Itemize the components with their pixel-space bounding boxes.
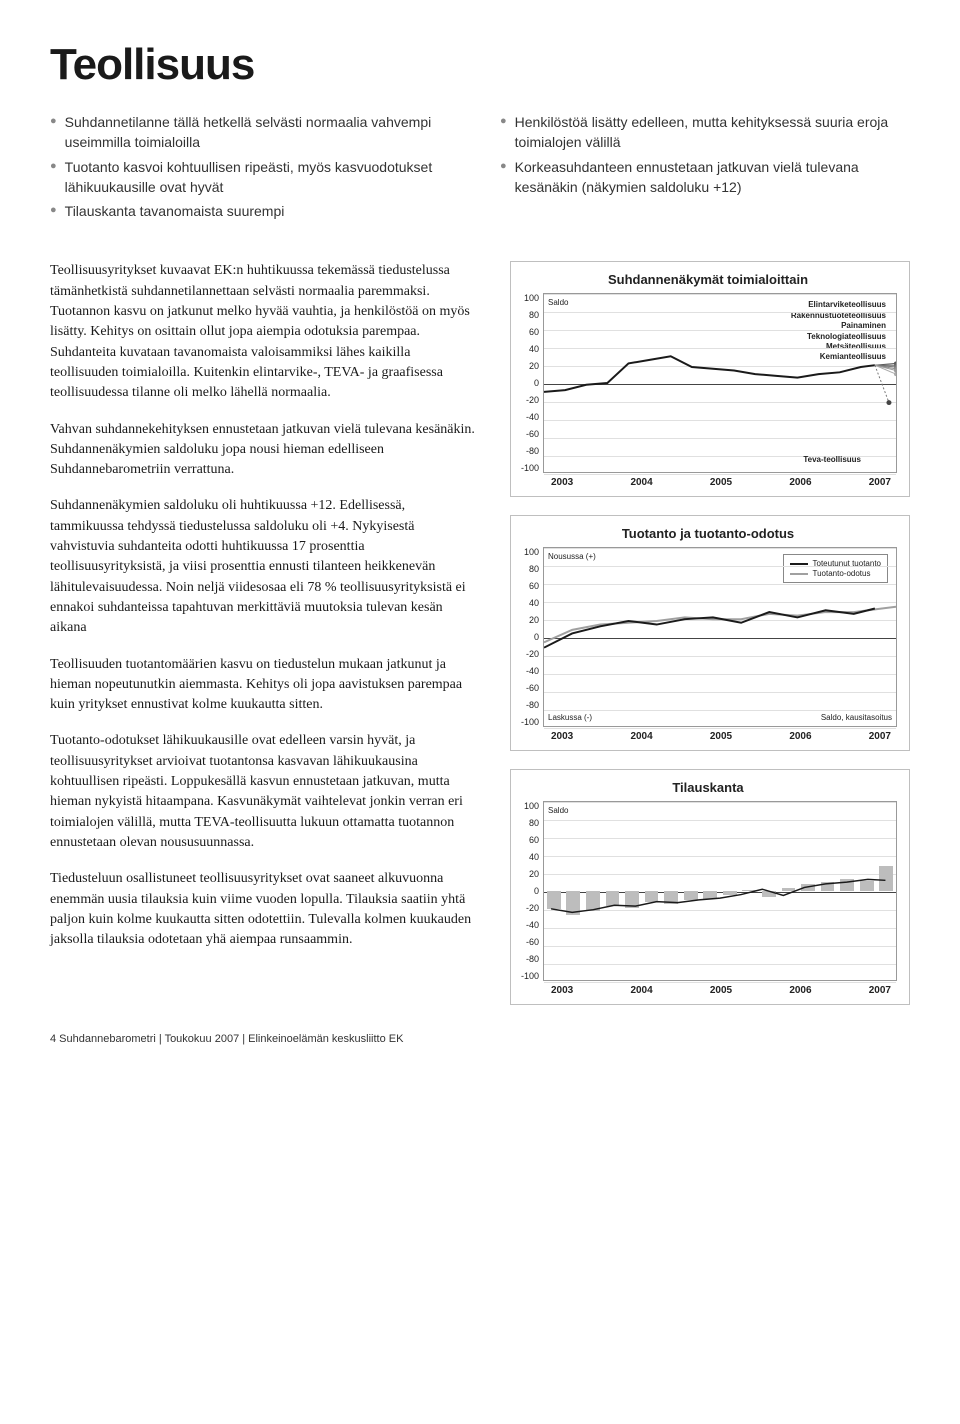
page-footer: 4 Suhdannebarometri | Toukokuu 2007 | El… (50, 1033, 910, 1045)
chart1-y-axis: 100806040200-20-40-60-80-100 (519, 293, 543, 473)
chart1-x-axis: 20032004200520062007 (519, 473, 897, 488)
chart3-title: Tilauskanta (519, 780, 897, 795)
chart1-legend: ElintarviketeollisuusRakennustuoteteolli… (791, 300, 886, 362)
body-paragraph: Tuotanto-odotukset lähikuukausille ovat … (50, 731, 480, 853)
chart-suhdannenakymat: Suhdannenäkymät toimialoittain 100806040… (510, 261, 910, 497)
chart1-teva-label: Teva-teollisuus (803, 455, 861, 464)
bullet-item: Tuotanto kasvoi kohtuullisen ripeästi, m… (50, 157, 460, 198)
charts-column: Suhdannenäkymät toimialoittain 100806040… (510, 261, 910, 1005)
bullets-left: Suhdannetilanne tällä hetkellä selvästi … (50, 112, 460, 225)
page-title: Teollisuus (50, 40, 910, 90)
chart-tuotanto: Tuotanto ja tuotanto-odotus 100806040200… (510, 515, 910, 751)
chart2-y-axis: 100806040200-20-40-60-80-100 (519, 547, 543, 727)
bullet-item: Tilauskanta tavanomaista suurempi (50, 201, 460, 221)
body-paragraph: Tiedusteluun osallistuneet teollisuusyri… (50, 869, 480, 950)
body-paragraph: Suhdannenäkymien saldoluku oli huhtikuus… (50, 496, 480, 638)
bullet-item: Henkilöstöä lisätty edelleen, mutta kehi… (500, 112, 910, 153)
summary-bullets: Suhdannetilanne tällä hetkellä selvästi … (50, 112, 910, 225)
chart2-legend: Toteutunut tuotantoTuotanto-odotus (783, 554, 889, 583)
body-paragraph: Teollisuusyritykset kuvaavat EK:n huhtik… (50, 261, 480, 403)
chart2-right-label: Saldo, kausitasoitus (821, 713, 892, 722)
chart2-title: Tuotanto ja tuotanto-odotus (519, 526, 897, 541)
chart-tilauskanta: Tilauskanta 100806040200-20-40-60-80-100… (510, 769, 910, 1005)
bullet-item: Korkeasuhdanteen ennustetaan jatkuvan vi… (500, 157, 910, 198)
chart1-plot: Saldo ElintarviketeollisuusRakennustuote… (543, 293, 897, 473)
bullet-item: Suhdannetilanne tällä hetkellä selvästi … (50, 112, 460, 153)
chart2-x-axis: 20032004200520062007 (519, 727, 897, 742)
chart3-x-axis: 20032004200520062007 (519, 981, 897, 996)
body-text-column: Teollisuusyritykset kuvaavat EK:n huhtik… (50, 261, 480, 1005)
chart1-title: Suhdannenäkymät toimialoittain (519, 272, 897, 287)
chart1-saldo-label: Saldo (548, 298, 568, 307)
body-paragraph: Teollisuuden tuotantomäärien kasvu on ti… (50, 655, 480, 716)
chart2-bottom-label: Laskussa (-) (548, 713, 592, 722)
chart3-saldo-label: Saldo (548, 806, 568, 815)
chart2-top-label: Nousussa (+) (548, 552, 596, 561)
bullets-right: Henkilöstöä lisätty edelleen, mutta kehi… (500, 112, 910, 225)
chart3-y-axis: 100806040200-20-40-60-80-100 (519, 801, 543, 981)
body-paragraph: Vahvan suhdannekehityksen ennustetaan ja… (50, 420, 480, 481)
chart3-plot: Saldo (543, 801, 897, 981)
chart2-plot: Nousussa (+) Laskussa (-) Saldo, kausita… (543, 547, 897, 727)
